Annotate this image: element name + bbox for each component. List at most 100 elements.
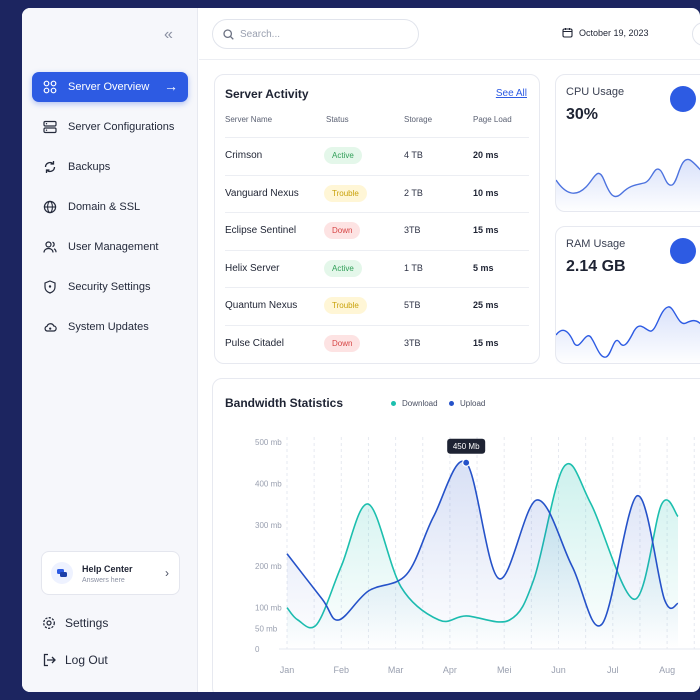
sidebar-item-server-overview[interactable]: Server Overview → [32,72,188,102]
sidebar-item-label: Domain & SSL [68,201,141,213]
legend-upload: Upload [449,399,485,408]
sidebar-item-server-configurations[interactable]: Server Configurations [32,112,188,142]
ram-usage-value: 2.14 GB [566,258,626,275]
settings-link[interactable]: Settings [41,615,108,631]
server-name: Vanguard Nexus [225,187,299,199]
tooltip-label: 450 Mb [453,442,480,451]
ram-action-button[interactable] [670,238,696,264]
table-row[interactable]: Quantum Nexus Trouble 5TB 25 ms [225,287,529,324]
cpu-usage-value: 30% [566,106,599,123]
x-tick-label: Jan [280,665,295,675]
bandwidth-title: Bandwidth Statistics [225,396,344,410]
arrow-right-icon: → [164,78,178,94]
page-load-value: 15 ms [473,225,499,235]
logout-icon [41,652,57,668]
chevron-right-icon: › [165,566,169,580]
collapse-sidebar-icon[interactable]: « [164,26,173,43]
cloud-update-icon [42,319,58,335]
table-row[interactable]: Pulse Citadel Down 3TB 15 ms [225,324,529,362]
logout-label: Log Out [65,653,108,667]
storage-value: 3TB [404,225,421,235]
page-load-value: 5 ms [473,262,494,273]
status-badge: Trouble [324,184,367,202]
storage-value: 4 TB [404,150,423,160]
ram-sparkline [556,306,700,365]
legend-download: Download [391,399,438,408]
profile-button[interactable] [692,22,700,46]
storage-value: 3TB [404,337,421,348]
sidebar: « Server Overview → Server Configurations B… [22,8,198,692]
refresh-icon [42,159,58,175]
table-row[interactable]: Crimson Active 4 TB 20 ms [225,137,529,174]
see-all-link[interactable]: See All [495,88,527,99]
tooltip-box [447,438,486,454]
y-tick-label: 300 mb [255,521,282,530]
cpu-action-button[interactable] [670,86,696,112]
x-tick-label: Jun [551,665,566,675]
sidebar-item-label: Server Configurations [68,121,175,133]
status-badge: Active [324,147,362,164]
cpu-usage-card: CPU Usage 30% [555,74,700,213]
table-row[interactable]: Helix Server Active 1 TB 5 ms [225,249,529,287]
settings-label: Settings [65,616,109,630]
app-window: « Server Overview → Server Configurations B… [22,8,700,692]
sidebar-item-backups[interactable]: Backups [32,152,188,182]
status-badge: Active [324,259,362,277]
legend-upload-swatch [449,401,454,406]
ram-usage-card: RAM Usage 2.14 GB [555,226,700,365]
y-tick-label: 100 mb [255,604,282,613]
y-tick-label: 200 mb [255,562,282,571]
top-bar: October 19, 2023 [199,8,700,60]
server-name: Crimson [225,150,263,161]
column-header-name: Server Name [225,115,273,124]
sidebar-item-user-management[interactable]: User Management [32,232,188,262]
server-icon [42,119,58,135]
column-header-page-load: Page Load [473,115,512,124]
x-tick-label: Mei [497,665,512,675]
chat-icon [51,562,73,584]
calendar-icon [562,28,573,38]
y-tick-label: 50 mb [255,624,278,633]
server-name: Pulse Citadel [225,337,284,349]
grid-icon [42,79,58,95]
column-header-status: Status [326,115,349,124]
shield-icon [42,279,58,295]
help-center-card[interactable]: Help Center Answers here › [41,551,180,595]
upload-peak-point [462,458,471,467]
y-tick-label: 0 [255,645,260,654]
sidebar-item-system-updates[interactable]: System Updates [32,312,188,342]
x-tick-label: Feb [334,665,350,675]
help-center-subtitle: Answers here [82,577,125,584]
page-load-value: 25 ms [473,300,499,310]
sidebar-item-security-settings[interactable]: Security Settings [32,272,188,302]
x-tick-label: Apr [443,665,457,675]
logout-link[interactable]: Log Out [41,652,108,668]
sidebar-item-label: System Updates [68,321,149,333]
upload-area [287,461,678,649]
search-bar[interactable] [212,19,419,49]
cpu-usage-label: CPU Usage [566,86,625,98]
storage-value: 5TB [404,300,421,310]
server-name: Quantum Nexus [225,300,298,311]
x-tick-label: Aug [659,665,675,675]
bandwidth-statistics-card: Bandwidth Statistics Download Upload 0 50… [212,378,700,692]
x-tick-label: Jul [607,665,619,675]
sidebar-item-label: Security Settings [68,281,151,293]
search-icon [223,28,234,40]
y-tick-label: 500 mb [255,438,282,447]
date-text: October 19, 2023 [579,27,649,38]
status-badge: Trouble [324,297,367,314]
legend-download-swatch [391,401,396,406]
page-load-value: 10 ms [473,187,499,198]
page-load-value: 20 ms [473,150,499,160]
users-icon [42,239,58,255]
search-input[interactable] [240,28,400,40]
sidebar-item-domain-ssl[interactable]: Domain & SSL [32,192,188,222]
table-row[interactable]: Vanguard Nexus Trouble 2 TB 10 ms [225,174,529,212]
upload-line [286,460,679,627]
table-row[interactable]: Eclipse Sentinel Down 3TB 15 ms [225,212,529,249]
status-badge: Down [324,222,361,239]
sidebar-item-label: Server Overview [68,81,150,93]
server-name: Eclipse Sentinel [225,225,297,236]
legend-upload-label: Upload [460,399,486,408]
